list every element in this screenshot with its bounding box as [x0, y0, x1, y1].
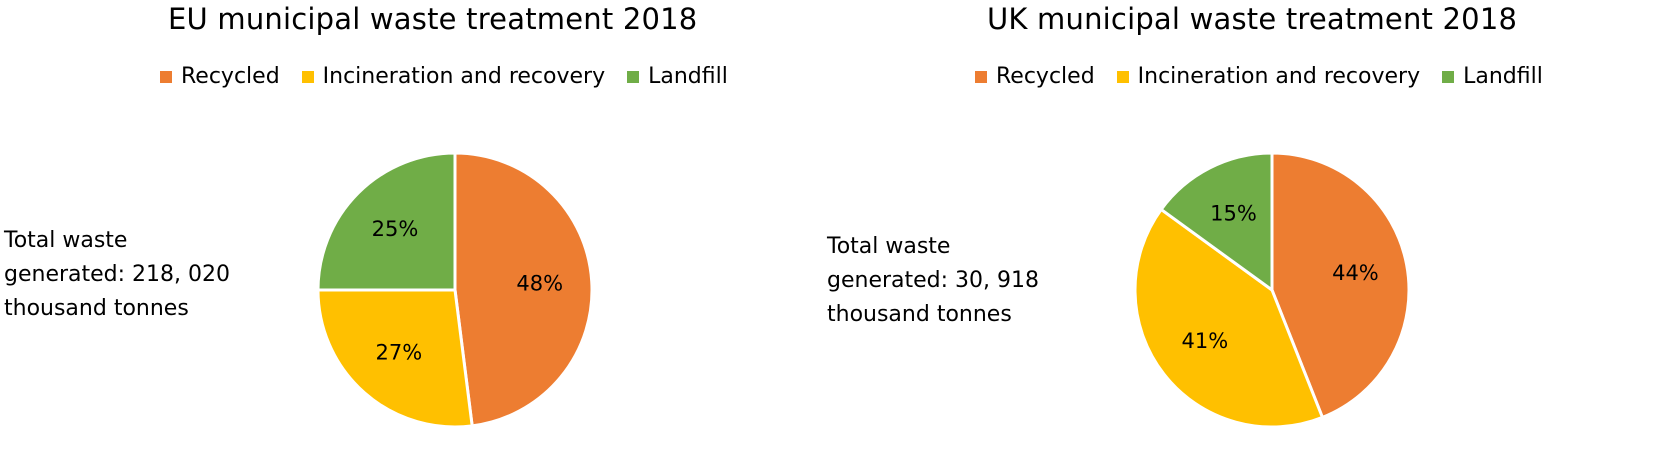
- legend-swatch-incineration: [1116, 70, 1129, 83]
- pie-slice-landfill: [1159, 151, 1274, 292]
- pie-slice-landfill: [316, 151, 457, 292]
- total-waste-line-2: generated: 30, 918: [827, 268, 1040, 293]
- uk-pie-chart: 44% 41% 15%: [1133, 151, 1411, 429]
- pie-label-incineration: 27%: [375, 341, 422, 365]
- legend-item-recycled: Recycled: [975, 64, 1095, 89]
- pie-label-landfill: 25%: [372, 217, 419, 241]
- total-waste-line-1: Total waste: [827, 234, 951, 259]
- pie-label-landfill: 15%: [1210, 201, 1257, 225]
- legend-label-recycled: Recycled: [181, 64, 280, 89]
- total-waste-note: Total waste generated: 30, 918 thousand …: [827, 230, 1097, 332]
- pie-label-recycled: 48%: [516, 272, 563, 296]
- pie-slice-incineration: [1133, 207, 1324, 429]
- pie-slice-incineration: [316, 288, 474, 429]
- total-waste-line-3: thousand tonnes: [4, 296, 189, 321]
- total-waste-line-3: thousand tonnes: [827, 302, 1012, 327]
- legend-swatch-landfill: [627, 70, 640, 83]
- total-waste-line-1: Total waste: [4, 228, 128, 253]
- legend-item-landfill: Landfill: [627, 64, 728, 89]
- legend-label-incineration: Incineration and recovery: [1137, 64, 1421, 89]
- legend-item-incineration: Incineration and recovery: [301, 64, 606, 89]
- pie-label-recycled: 44%: [1332, 261, 1379, 285]
- legend-item-recycled: Recycled: [160, 64, 280, 89]
- uk-chart-panel: UK municipal waste treatment 2018 Recycl…: [827, 0, 1654, 456]
- pie-label-incineration: 41%: [1182, 329, 1229, 353]
- eu-pie-chart: 48% 27% 25%: [316, 151, 594, 429]
- pie-slice-recycled: [453, 151, 594, 428]
- chart-title: EU municipal waste treatment 2018: [168, 2, 698, 36]
- legend-item-incineration: Incineration and recovery: [1116, 64, 1421, 89]
- total-waste-note: Total waste generated: 218, 020 thousand…: [4, 224, 274, 326]
- pie-slice-recycled: [1270, 151, 1411, 419]
- legend: Recycled Incineration and recovery Landf…: [160, 64, 750, 89]
- legend: Recycled Incineration and recovery Landf…: [975, 64, 1565, 89]
- legend-label-recycled: Recycled: [996, 64, 1095, 89]
- legend-label-landfill: Landfill: [1463, 64, 1543, 89]
- legend-swatch-recycled: [975, 70, 987, 83]
- legend-label-incineration: Incineration and recovery: [322, 64, 606, 89]
- legend-item-landfill: Landfill: [1442, 64, 1543, 89]
- legend-swatch-recycled: [160, 70, 172, 83]
- legend-swatch-landfill: [1442, 70, 1455, 83]
- legend-label-landfill: Landfill: [648, 64, 728, 89]
- total-waste-line-2: generated: 218, 020: [4, 262, 231, 287]
- legend-swatch-incineration: [301, 70, 314, 83]
- eu-chart-panel: EU municipal waste treatment 2018 Recycl…: [4, 2, 750, 429]
- chart-title: UK municipal waste treatment 2018: [987, 2, 1518, 36]
